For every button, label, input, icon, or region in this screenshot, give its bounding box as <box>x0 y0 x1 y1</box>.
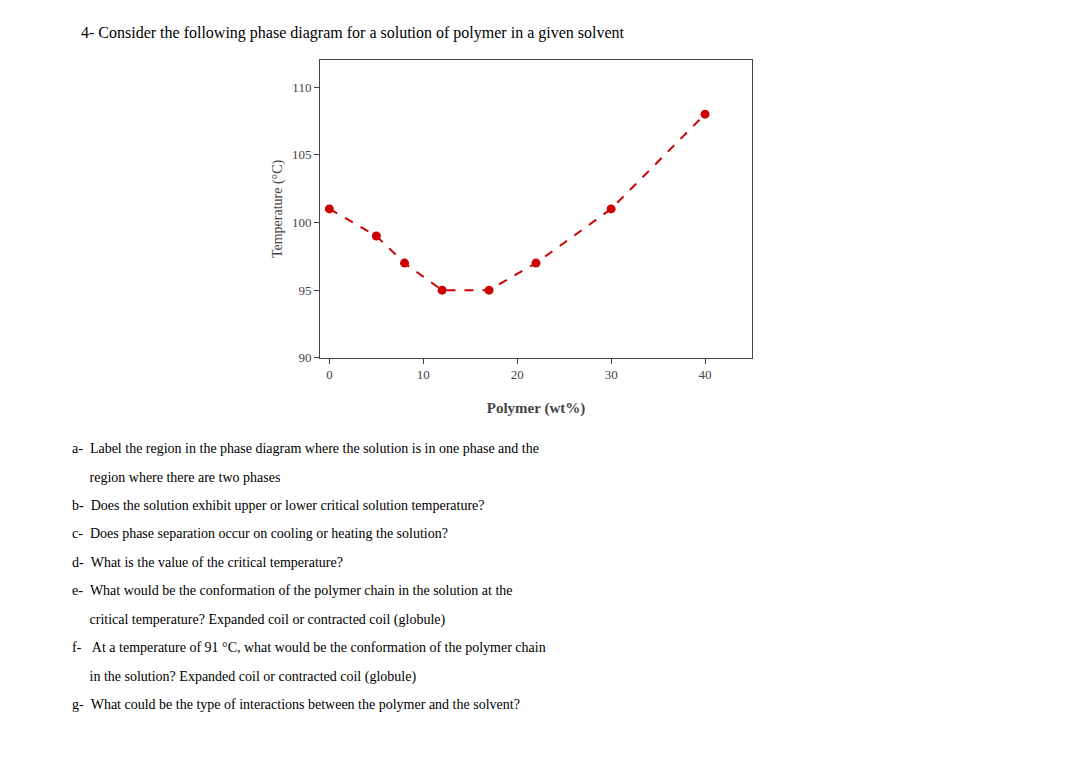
svg-text:g- What could be the type of: g- What could be the type of interaction… <box>72 697 520 712</box>
svg-text:40: 40 <box>699 367 712 382</box>
svg-text:Temperature (°C): Temperature (°C) <box>270 159 286 258</box>
svg-text:b- Does the solution exhibit: b- Does the solution exhibit upper or lo… <box>72 498 485 513</box>
svg-text:100: 100 <box>292 215 312 230</box>
svg-text:Polymer (wt%): Polymer (wt%) <box>487 400 585 417</box>
svg-text:90: 90 <box>298 350 311 365</box>
svg-text:d- What is the value of the c: d- What is the value of the critical tem… <box>72 555 343 570</box>
svg-text:in the solution? Expanded coil: in the solution? Expanded coil or contra… <box>72 669 416 685</box>
svg-text:95: 95 <box>298 283 311 298</box>
svg-text:110: 110 <box>292 80 311 95</box>
svg-text:a- Label the region in the ph: a- Label the region in the phase diagram… <box>72 441 539 456</box>
svg-text:30: 30 <box>605 367 618 382</box>
svg-text:e- What would be the conforma: e- What would be the conformation of the… <box>72 583 513 598</box>
svg-text:c- Does phase separation occu: c- Does phase separation occur on coolin… <box>72 526 448 541</box>
svg-text:region where there are two pha: region where there are two phases <box>72 470 280 485</box>
svg-text:20: 20 <box>511 367 524 382</box>
svg-text:105: 105 <box>292 147 312 162</box>
svg-text:0: 0 <box>326 367 333 382</box>
svg-text:4- Consider the following phas: 4- Consider the following phase diagram … <box>81 24 625 42</box>
svg-text:f- At a temperature of 91 °C: f- At a temperature of 91 °C, what would… <box>72 640 546 655</box>
svg-text:critical temperature? Expanded: critical temperature? Expanded coil or c… <box>72 612 446 628</box>
svg-text:10: 10 <box>417 367 430 382</box>
